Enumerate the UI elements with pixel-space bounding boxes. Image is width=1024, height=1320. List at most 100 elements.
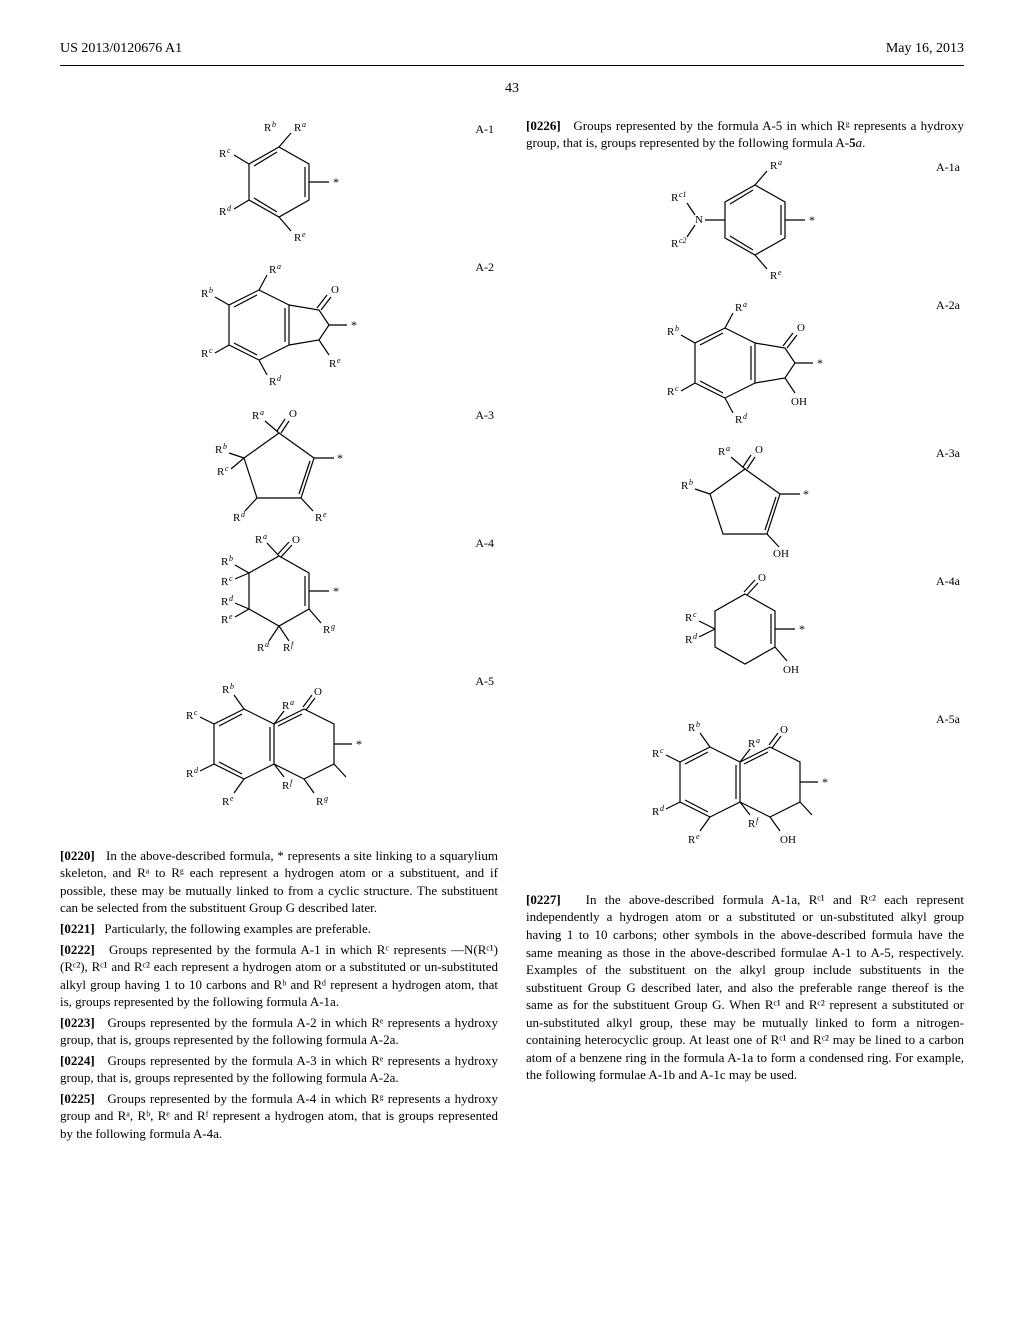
svg-text:b: b [223,442,227,451]
right-column: [0226] Groups represented by the formula… [526,117,964,1146]
chem-a1a-icon: N Rc1 Rc2 Ra Re * [645,155,845,285]
svg-text:O: O [292,534,300,546]
svg-text:a: a [756,736,760,745]
svg-text:O: O [314,686,322,698]
svg-text:O: O [758,572,766,584]
svg-text:R: R [222,796,230,808]
structure-label: A-5 [475,673,494,689]
para-0223: [0223] Groups represented by the formula… [60,1014,498,1049]
svg-text:d: d [227,204,232,213]
svg-text:d: d [265,640,270,649]
svg-text:b: b [696,720,700,729]
svg-text:R: R [667,386,675,398]
svg-text:a: a [302,120,306,129]
svg-text:d: d [241,510,246,519]
structure-label: A-1a [936,159,960,175]
page-number: 43 [60,80,964,99]
svg-text:e: e [230,794,234,803]
svg-text:*: * [333,175,339,189]
svg-text:R: R [269,264,277,276]
svg-text:R: R [221,556,229,568]
svg-text:*: * [803,487,809,501]
structure-a1a: A-1a N Rc1 Rc2 [526,155,964,285]
svg-text:b: b [689,478,693,487]
svg-text:R: R [282,700,290,712]
chem-a1-icon: Ra Rb Rc Rd Re * [179,117,379,247]
svg-text:R: R [186,710,194,722]
svg-text:OH: OH [773,548,789,560]
para-0226: [0226] Groups represented by the formula… [526,117,964,152]
svg-text:d: d [194,766,199,775]
svg-text:R: R [186,768,194,780]
two-column-layout: A-1 Ra Rb Rc Rd Re * [60,117,964,1146]
svg-text:OH: OH [791,396,807,408]
para-0221: [0221] Particularly, the following examp… [60,920,498,938]
para-text-a: Groups represented by the formula A-5 in… [526,118,964,151]
chem-a3-icon: O Ra Rb Rc Rd Re * [179,403,379,523]
para-0227: [0227] In the above-described formula A-… [526,891,964,1084]
structure-a1: A-1 Ra Rb Rc Rd Re * [60,117,498,247]
svg-text:R: R [329,358,337,370]
structure-a4a: A-4a O Rc Rd OH * [526,569,964,699]
svg-text:O: O [289,408,297,420]
svg-text:a: a [290,698,294,707]
svg-text:R: R [269,376,277,388]
svg-text:a: a [277,262,281,271]
svg-text:R: R [221,596,229,608]
svg-text:OH: OH [783,664,799,676]
svg-text:R: R [217,466,225,478]
para-num: [0225] [60,1091,95,1106]
svg-text:R: R [233,512,241,523]
chem-a5-icon: O Ra Rb Rc Rd Re Rf Rg * [174,669,384,839]
svg-text:R: R [735,302,743,314]
svg-text:R: R [671,192,679,204]
svg-text:R: R [748,738,756,750]
para-num: [0223] [60,1015,95,1030]
chem-a4a-icon: O Rc Rd OH * [645,569,845,699]
para-text-b: . [862,135,865,150]
structure-label: A-1 [475,121,494,137]
page-header: US 2013/0120676 A1 May 16, 2013 [60,40,964,59]
para-num: [0227] [526,892,561,907]
pub-number: US 2013/0120676 A1 [60,40,182,59]
svg-text:c: c [194,708,198,717]
svg-text:b: b [272,120,276,129]
svg-text:R: R [201,348,209,360]
header-rule [60,65,964,66]
svg-text:R: R [681,480,689,492]
structure-label: A-3a [936,445,960,461]
svg-text:g: g [331,622,335,631]
svg-text:a: a [260,408,264,417]
svg-text:R: R [652,806,660,818]
svg-text:R: R [215,444,223,456]
svg-text:e: e [323,510,327,519]
svg-text:R: R [255,534,263,546]
para-num: [0220] [60,848,95,863]
svg-text:R: R [294,122,302,134]
structure-a3: A-3 O Ra Rb Rc Rd [60,403,498,523]
svg-text:d: d [660,804,665,813]
structure-label: A-4a [936,573,960,589]
svg-text:R: R [257,642,265,654]
svg-text:a: a [263,532,267,541]
svg-text:*: * [817,356,823,370]
para-text: Groups represented by the formula A-1 in… [60,942,498,1010]
svg-text:R: R [688,834,696,846]
svg-text:b: b [675,324,679,333]
svg-text:R: R [316,796,324,808]
svg-text:O: O [780,724,788,736]
svg-text:*: * [822,775,828,789]
svg-text:d: d [277,374,282,383]
para-0222: [0222] Groups represented by the formula… [60,941,498,1011]
svg-text:R: R [652,748,660,760]
chem-a2-icon: O Ra Rb Rc Rd Re * [179,255,379,395]
svg-text:OH: OH [780,834,796,846]
svg-text:e: e [696,832,700,841]
structure-a5: A-5 [60,669,498,839]
svg-text:R: R [770,270,778,282]
svg-text:R: R [221,614,229,626]
pub-date: May 16, 2013 [886,40,964,59]
structure-a3a: A-3a O Ra Rb OH * [526,441,964,561]
svg-text:R: R [323,624,331,636]
svg-text:R: R [770,160,778,172]
